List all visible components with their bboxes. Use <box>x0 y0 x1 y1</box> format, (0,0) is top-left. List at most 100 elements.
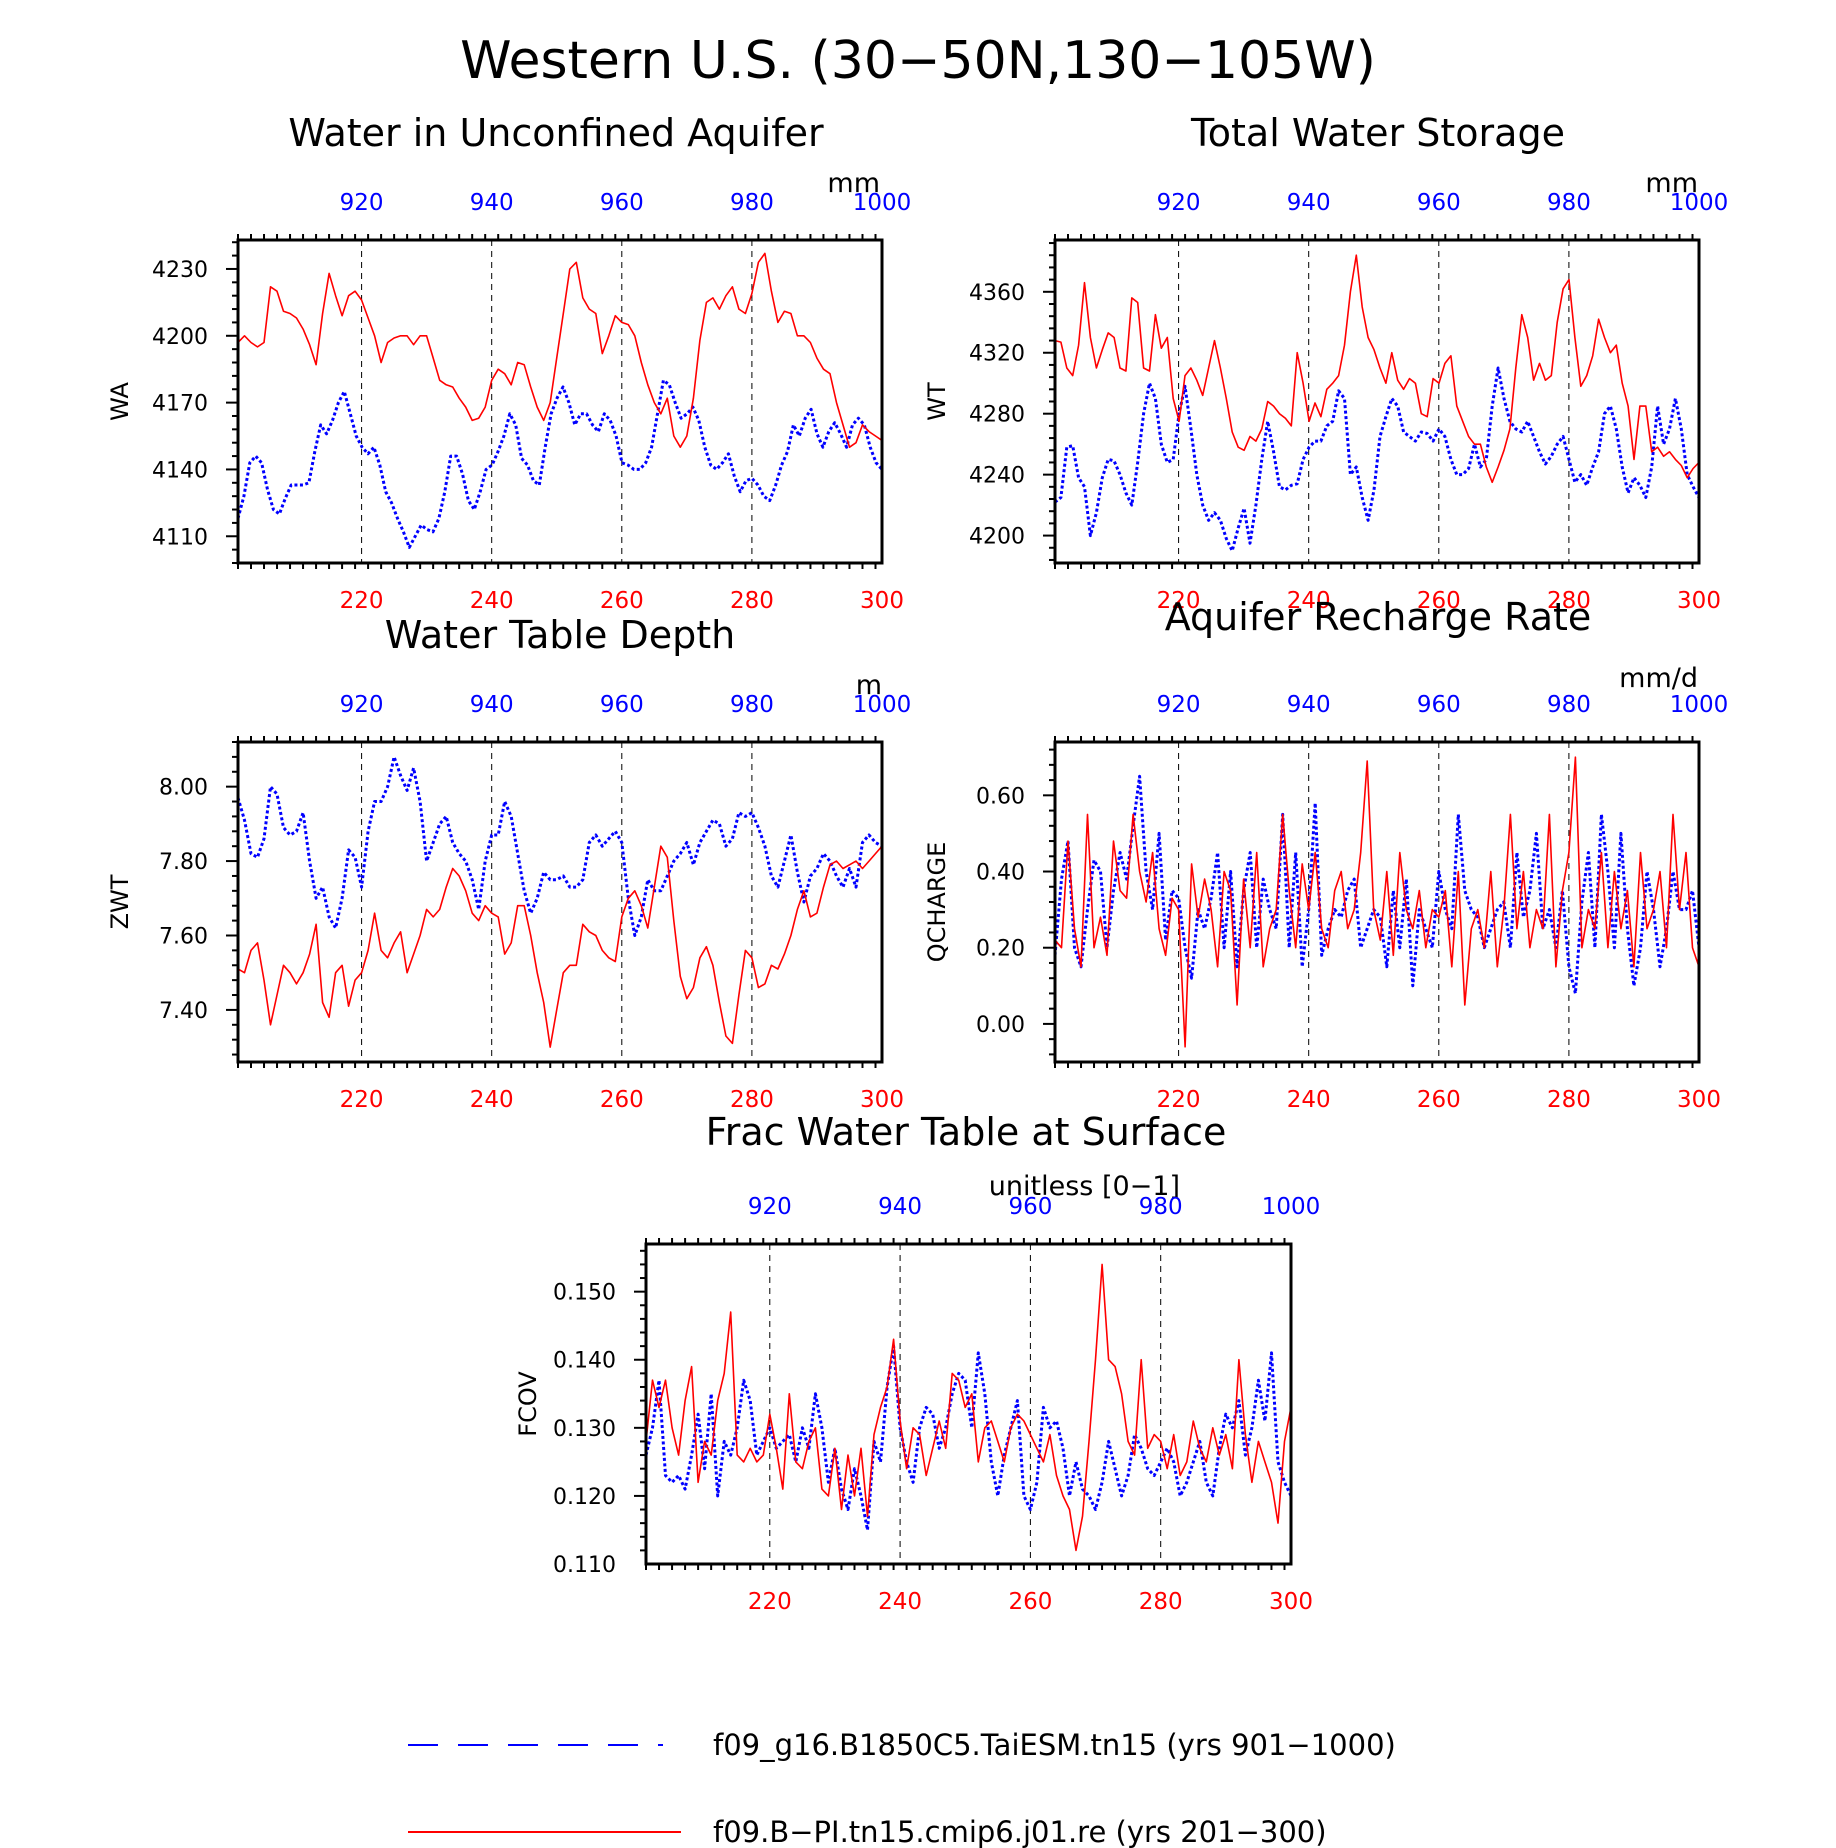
series-line-blue <box>646 1344 1291 1532</box>
x-tick-label-bottom: 260 <box>600 588 644 614</box>
x-tick-label-top: 920 <box>1157 692 1201 718</box>
unit-label: mm/d <box>1619 663 1698 694</box>
y-tick-label: 4240 <box>969 464 1025 489</box>
x-tick-label-bottom: 280 <box>1547 1087 1591 1113</box>
x-tick-label-top: 920 <box>340 190 384 216</box>
x-tick-label-bottom: 260 <box>600 1087 644 1113</box>
y-tick-label: 4140 <box>152 458 208 483</box>
x-tick-label-top: 980 <box>730 692 774 718</box>
unit-label: mm <box>827 168 880 199</box>
y-tick-label: 4280 <box>969 403 1025 428</box>
y-tick-label: 4360 <box>969 281 1025 306</box>
x-tick-label-top: 940 <box>1287 190 1331 216</box>
panel-title: Water Table Depth <box>385 613 736 657</box>
series-line-blue <box>238 378 882 549</box>
y-tick-label: 4200 <box>152 325 208 350</box>
y-tick-label: 0.20 <box>976 937 1025 962</box>
y-axis-label: WA <box>106 382 134 421</box>
series-line-red <box>1055 756 1699 1048</box>
x-tick-label-top: 960 <box>1417 190 1461 216</box>
x-tick-label-top: 940 <box>878 1194 922 1220</box>
y-tick-label: 8.00 <box>159 776 208 801</box>
y-tick-label: 4200 <box>969 525 1025 550</box>
x-tick-label-bottom: 240 <box>470 1087 514 1113</box>
x-tick-label-bottom: 280 <box>1547 588 1591 614</box>
chart-panel-3: Water Table Depth m ZWT 220 240 260 280 300 920 9… <box>106 613 911 1113</box>
x-tick-label-top: 960 <box>600 692 644 718</box>
x-tick-label-bottom: 220 <box>340 1087 384 1113</box>
x-tick-label-bottom: 300 <box>860 1087 904 1113</box>
x-tick-label-bottom: 240 <box>1287 588 1331 614</box>
x-tick-label-top: 980 <box>1547 692 1591 718</box>
y-tick-label: 0.130 <box>553 1417 616 1442</box>
chart-panel-4: Aquifer Recharge Rate mm/d QCHARGE 220 240 26… <box>923 595 1728 1113</box>
unit-label: mm <box>1645 168 1698 199</box>
plot-frame <box>644 1242 1293 1566</box>
y-tick-label: 4320 <box>969 342 1025 367</box>
series-line-red <box>1055 254 1699 484</box>
y-tick-label: 0.110 <box>553 1553 616 1578</box>
chart-panel-5: Frac Water Table at Surface unitless [0−1… <box>514 1110 1320 1615</box>
x-tick-label-bottom: 280 <box>730 1087 774 1113</box>
x-tick-label-bottom: 260 <box>1417 1087 1461 1113</box>
x-tick-label-bottom: 260 <box>1417 588 1461 614</box>
panel-title: Aquifer Recharge Rate <box>1165 595 1592 639</box>
y-tick-label: 0.150 <box>553 1281 616 1306</box>
unit-label: unitless [0−1] <box>989 1171 1180 1202</box>
y-tick-label: 4230 <box>152 258 208 283</box>
y-axis-label: QCHARGE <box>923 842 951 963</box>
series-line-blue <box>1055 774 1699 995</box>
plot-frame <box>236 740 884 1064</box>
x-tick-label-top: 940 <box>1287 692 1331 718</box>
y-axis-label: WT <box>923 382 951 421</box>
y-tick-label: 4170 <box>152 392 208 417</box>
x-tick-label-bottom: 240 <box>1287 1087 1331 1113</box>
x-tick-label-bottom: 300 <box>860 588 904 614</box>
y-tick-label: 4110 <box>152 525 208 550</box>
x-tick-label-bottom: 280 <box>1139 1589 1183 1615</box>
y-tick-label: 0.00 <box>976 1013 1025 1038</box>
x-tick-label-top: 1000 <box>853 190 912 216</box>
x-tick-label-top: 1000 <box>1670 692 1729 718</box>
x-tick-label-top: 1000 <box>1262 1194 1321 1220</box>
x-tick-label-bottom: 220 <box>1157 1087 1201 1113</box>
x-tick-label-top: 960 <box>1417 692 1461 718</box>
x-tick-label-bottom: 220 <box>748 1589 792 1615</box>
legend-label-blue: f09_g16.B1850C5.TaiESM.tn15 (yrs 901−100… <box>713 1728 1396 1762</box>
y-tick-label: 7.60 <box>159 924 208 949</box>
x-tick-label-bottom: 240 <box>470 588 514 614</box>
series-line-blue <box>1055 366 1699 553</box>
x-tick-label-bottom: 220 <box>1157 588 1201 614</box>
y-axis-label: ZWT <box>106 874 134 929</box>
x-tick-label-top: 960 <box>1008 1194 1052 1220</box>
legend: f09_g16.B1850C5.TaiESM.tn15 (yrs 901−100… <box>408 1728 1396 1848</box>
panel-title: Total Water Storage <box>1190 111 1565 155</box>
x-tick-label-top: 960 <box>600 190 644 216</box>
series-line-blue <box>238 755 882 937</box>
x-tick-label-top: 920 <box>1157 190 1201 216</box>
x-tick-label-top: 980 <box>730 190 774 216</box>
x-tick-label-bottom: 280 <box>730 588 774 614</box>
series-line-red <box>238 252 882 449</box>
x-tick-label-bottom: 300 <box>1677 1087 1721 1113</box>
x-tick-label-bottom: 300 <box>1677 588 1721 614</box>
panel-title: Frac Water Table at Surface <box>706 1110 1227 1154</box>
y-tick-label: 0.40 <box>976 861 1025 886</box>
x-tick-label-bottom: 220 <box>340 588 384 614</box>
panel-title: Water in Unconfined Aquifer <box>288 111 824 155</box>
legend-label-red: f09.B−PI.tn15.cmip6.j01.re (yrs 201−300) <box>713 1815 1327 1848</box>
plot-frame <box>1053 238 1701 565</box>
unit-label: m <box>856 670 882 701</box>
series-line-red <box>646 1263 1291 1552</box>
x-tick-label-bottom: 240 <box>878 1589 922 1615</box>
x-tick-label-top: 940 <box>470 190 514 216</box>
y-axis-label: FCOV <box>514 1371 542 1437</box>
series-line-red <box>238 845 882 1048</box>
x-tick-label-top: 1000 <box>1670 190 1729 216</box>
x-tick-label-top: 920 <box>748 1194 792 1220</box>
x-tick-label-bottom: 260 <box>1008 1589 1052 1615</box>
x-tick-label-top: 980 <box>1547 190 1591 216</box>
y-tick-label: 0.60 <box>976 784 1025 809</box>
